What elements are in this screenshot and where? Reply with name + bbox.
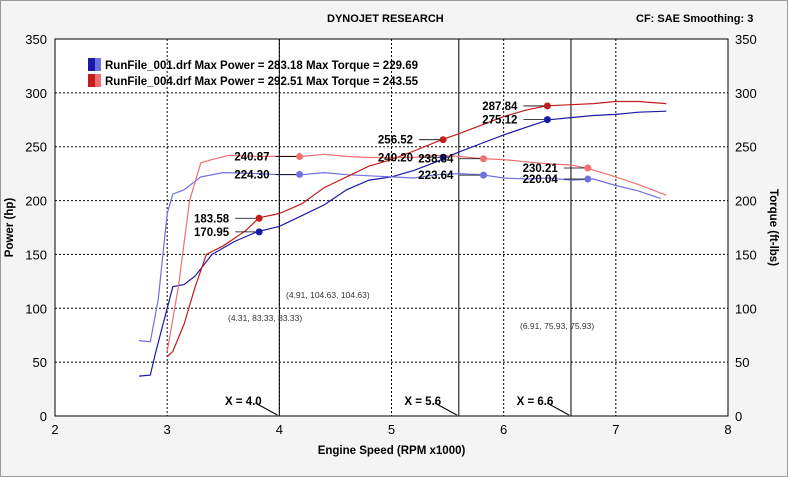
axes: 0 0 50 50 100 100 150 150 200 200 250 250 300 300 350 3… [4,32,779,457]
point-label: 170.95 [194,227,230,239]
point-label: 223.64 [418,170,454,182]
point-label: 240.20 [378,152,413,164]
point-label: 183.58 [194,213,230,225]
x-tick-label: 4 [276,422,283,437]
coordinate-readout: (4.91, 104.63, 104.63) [286,290,370,300]
y2-tick-label: 250 [735,140,757,155]
data-point [584,175,592,183]
cursor-label: X = 4.0 [225,396,262,408]
y2-tick-label: 350 [735,32,757,47]
y2-tick-label: 50 [735,355,749,370]
x-axis-title: Engine Speed (RPM x1000) [318,445,466,457]
point-label: 224.30 [234,169,269,181]
y2-tick-label: 100 [735,301,757,316]
data-point [296,170,304,178]
legend-swatch [88,74,95,87]
chart-title: DYNOJET RESEARCH [327,13,444,25]
cursor-label: X = 5.6 [404,396,441,408]
legend-swatch [95,58,101,71]
data-point [543,102,551,110]
point-label: 256.52 [378,135,413,147]
y-axis-title: Power (hp) [4,198,16,258]
y-tick-label: 300 [25,86,47,101]
y2-tick-label: 150 [735,247,757,262]
y-tick-label: 0 [40,409,47,424]
coordinate-readout: (4.31, 83.33, 83.33) [228,313,302,323]
y-tick-label: 100 [25,301,47,316]
y-tick-label: 350 [25,32,47,47]
legend-swatch [88,58,95,71]
cursor-leader [546,402,570,416]
y-tick-label: 150 [25,247,47,262]
data-point [479,171,487,179]
data-point [296,153,304,161]
data-point [439,153,447,161]
x-tick-label: 7 [612,422,619,437]
x-tick-label: 2 [51,422,58,437]
legend: RunFile_001.drf Max Power = 283.18 Max T… [88,58,419,88]
point-label: 220.04 [523,174,559,186]
cursor-label: X = 6.6 [517,396,554,408]
x-tick-label: 8 [724,422,731,437]
cursor-markers: X = 4.0 X = 5.6 X = 6.6 [225,39,572,416]
point-label: 238.84 [418,154,454,166]
y-tick-label: 200 [25,194,47,209]
coordinate-readout: (6.91, 75.93, 75.93) [520,321,594,331]
y2-tick-label: 300 [735,86,757,101]
correction-smoothing-status: CF: SAE Smoothing: 3 [636,13,754,25]
point-labels: 183.58 170.95 240.87 224.30 256.52 240.20 238.… [194,101,592,239]
legend-swatch [95,74,101,87]
y2-tick-label: 200 [735,194,757,209]
coordinate-annotations: (4.31, 83.33, 83.33) (4.91, 104.63, 104.6… [228,290,594,331]
x-tick-label: 5 [388,422,395,437]
series-line-torque [139,171,661,343]
x-tick-label: 3 [164,422,171,437]
point-label: 287.84 [482,101,518,113]
data-point [439,136,447,144]
data-point [479,155,487,163]
y-tick-label: 250 [25,140,47,155]
series-line-power [166,100,667,358]
data-point [584,164,592,172]
cursor-leader [255,402,278,416]
data-point [255,228,263,236]
data-point [543,116,551,124]
legend-entry: RunFile_004.drf Max Power = 292.51 Max T… [105,76,419,88]
point-label: 230.21 [523,163,559,175]
y2-tick-label: 0 [735,409,742,424]
data-point [255,214,263,222]
y-tick-label: 50 [33,355,47,370]
point-label: 275.12 [482,115,517,127]
series-lines [139,100,667,377]
legend-entry: RunFile_001.drf Max Power = 283.18 Max T… [105,60,418,72]
x-tick-label: 6 [500,422,507,437]
cursor-leader [434,402,458,416]
series-line-torque [166,153,667,352]
y2-axis-title: Torque (ft-lbs) [767,189,779,266]
point-label: 240.87 [234,152,269,164]
